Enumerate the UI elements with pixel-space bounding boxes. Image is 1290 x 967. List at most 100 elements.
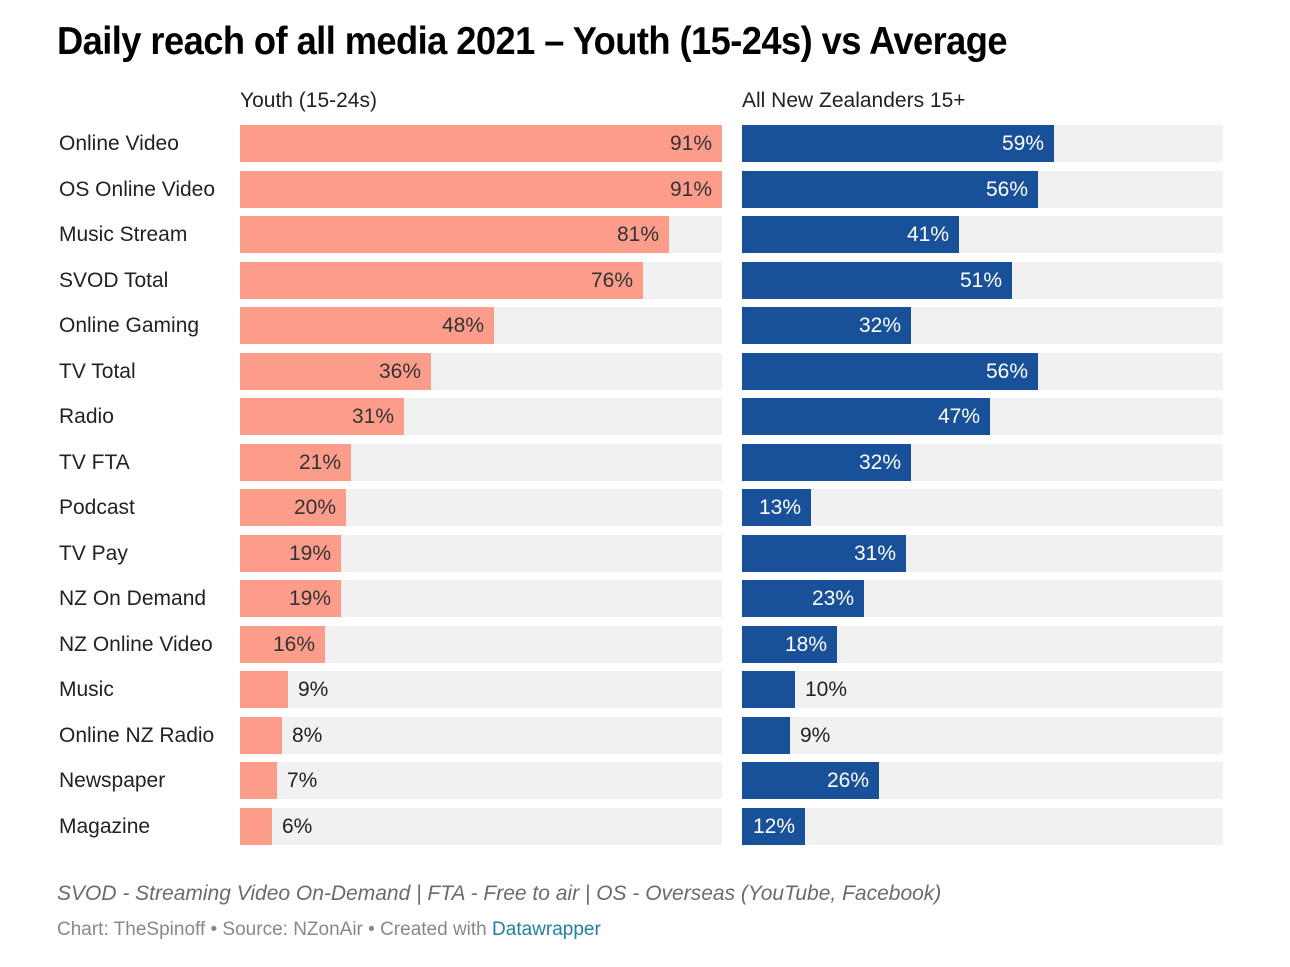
category-label-online-gaming: Online Gaming (59, 314, 200, 337)
bar-all-tv-total (742, 353, 1038, 390)
credit-text: Chart: TheSpinoff • Source: NZonAir • Cr… (57, 919, 493, 940)
value-label-youth-nz-online-video: 16% (272, 633, 315, 656)
bar-track-youth-music-stream: 81% (240, 216, 722, 253)
bar-track-youth-os-online-video: 91% (240, 171, 722, 208)
chart-credit: Chart: TheSpinoff • Source: NZonAir • Cr… (57, 919, 601, 941)
bar-youth-nz-on-demand (240, 580, 341, 617)
value-label-youth-tv-total: 36% (378, 360, 421, 383)
bar-all-nz-on-demand (742, 580, 864, 617)
bar-youth-podcast (240, 489, 346, 526)
bar-track-all-svod-total: 51% (742, 262, 1223, 299)
bar-youth-nz-online-video (240, 626, 325, 663)
bar-all-magazine (742, 808, 805, 845)
bar-track-all-online-video: 59% (742, 125, 1223, 162)
category-label-podcast: Podcast (59, 496, 135, 519)
value-label-youth-svod-total: 76% (590, 269, 633, 292)
value-label-youth-online-gaming: 48% (441, 314, 484, 337)
value-label-all-online-nz-radio: 9% (800, 724, 831, 747)
category-label-radio: Radio (59, 405, 114, 428)
bar-youth-online-gaming (240, 307, 494, 344)
bar-track-all-tv-fta: 32% (742, 444, 1223, 481)
bar-track-youth-tv-total: 36% (240, 353, 722, 390)
value-label-all-online-video: 59% (1001, 132, 1044, 155)
bar-track-all-nz-on-demand: 23% (742, 580, 1223, 617)
category-label-music-stream: Music Stream (59, 223, 188, 246)
category-label-os-online-video: OS Online Video (59, 178, 216, 201)
bar-track-youth-nz-online-video: 16% (240, 626, 722, 663)
bar-track-all-tv-pay: 31% (742, 535, 1223, 572)
value-label-all-music: 10% (805, 678, 848, 701)
bar-all-os-online-video (742, 171, 1038, 208)
bar-track-youth-online-video: 91% (240, 125, 722, 162)
value-label-all-newspaper: 26% (826, 769, 869, 792)
value-label-all-nz-on-demand: 23% (811, 587, 854, 610)
bar-all-svod-total (742, 262, 1012, 299)
chart-title: Daily reach of all media 2021 – Youth (1… (57, 20, 1008, 63)
bar-all-tv-pay (742, 535, 906, 572)
value-label-all-nz-online-video: 18% (784, 633, 827, 656)
value-label-youth-tv-pay: 19% (288, 542, 331, 565)
category-label-tv-pay: TV Pay (59, 542, 128, 565)
bar-all-online-nz-radio (742, 717, 790, 754)
value-label-youth-magazine: 6% (282, 815, 313, 838)
bar-track-all-os-online-video: 56% (742, 171, 1223, 208)
bar-track-all-music-stream: 41% (742, 216, 1223, 253)
bar-youth-music (240, 671, 288, 708)
value-label-all-podcast: 13% (758, 496, 801, 519)
bar-all-online-gaming (742, 307, 911, 344)
category-label-tv-fta: TV FTA (59, 451, 130, 474)
value-label-youth-music-stream: 81% (616, 223, 659, 246)
bar-all-newspaper (742, 762, 879, 799)
value-label-youth-online-video: 91% (669, 132, 712, 155)
bar-youth-online-nz-radio (240, 717, 282, 754)
bar-track-youth-online-nz-radio: 8% (240, 717, 722, 754)
bar-youth-newspaper (240, 762, 277, 799)
bar-youth-music-stream (240, 216, 669, 253)
bar-youth-os-online-video (240, 171, 722, 208)
value-label-all-os-online-video: 56% (985, 178, 1028, 201)
value-label-all-tv-pay: 31% (853, 542, 896, 565)
bar-track-youth-newspaper: 7% (240, 762, 722, 799)
bar-track-all-radio: 47% (742, 398, 1223, 435)
bar-track-youth-tv-fta: 21% (240, 444, 722, 481)
bar-all-podcast (742, 489, 811, 526)
bar-youth-tv-fta (240, 444, 351, 481)
chart-notes: SVOD - Streaming Video On-Demand | FTA -… (57, 882, 942, 905)
bar-all-nz-online-video (742, 626, 837, 663)
value-label-youth-radio: 31% (351, 405, 394, 428)
bar-track-youth-podcast: 20% (240, 489, 722, 526)
bar-youth-radio (240, 398, 404, 435)
value-label-all-tv-total: 56% (985, 360, 1028, 383)
value-label-youth-nz-on-demand: 19% (288, 587, 331, 610)
value-label-youth-newspaper: 7% (287, 769, 318, 792)
bar-track-all-podcast: 13% (742, 489, 1223, 526)
datawrapper-link[interactable]: Datawrapper (492, 919, 601, 940)
bar-youth-magazine (240, 808, 272, 845)
bar-track-youth-svod-total: 76% (240, 262, 722, 299)
value-label-youth-online-nz-radio: 8% (292, 724, 323, 747)
bar-track-youth-magazine: 6% (240, 808, 722, 845)
bar-all-tv-fta (742, 444, 911, 481)
category-label-online-video: Online Video (59, 132, 179, 155)
value-label-youth-tv-fta: 21% (298, 451, 341, 474)
bar-track-all-music: 10% (742, 671, 1223, 708)
bar-youth-tv-pay (240, 535, 341, 572)
value-label-all-online-gaming: 32% (858, 314, 901, 337)
value-label-all-tv-fta: 32% (858, 451, 901, 474)
bar-all-music-stream (742, 216, 959, 253)
bar-track-all-nz-online-video: 18% (742, 626, 1223, 663)
category-label-music: Music (59, 678, 114, 701)
bar-all-online-video (742, 125, 1054, 162)
bar-track-youth-radio: 31% (240, 398, 722, 435)
category-label-magazine: Magazine (59, 815, 151, 838)
category-label-nz-on-demand: NZ On Demand (59, 587, 207, 610)
bar-track-all-online-nz-radio: 9% (742, 717, 1223, 754)
panel-header-youth: Youth (15-24s) (240, 89, 377, 112)
value-label-all-music-stream: 41% (906, 223, 949, 246)
bar-track-youth-online-gaming: 48% (240, 307, 722, 344)
value-label-youth-music: 9% (298, 678, 329, 701)
value-label-all-svod-total: 51% (959, 269, 1002, 292)
value-label-all-radio: 47% (937, 405, 980, 428)
category-label-online-nz-radio: Online NZ Radio (59, 724, 215, 747)
bar-all-music (742, 671, 795, 708)
